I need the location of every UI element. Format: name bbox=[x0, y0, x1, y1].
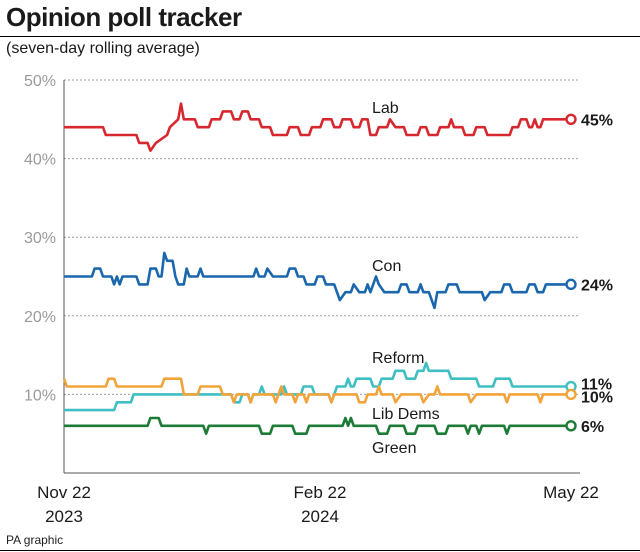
end-marker-con bbox=[565, 278, 577, 291]
series-line-lab bbox=[64, 102, 571, 152]
series-label-green: Green bbox=[372, 440, 416, 457]
bottom-divider bbox=[0, 550, 640, 551]
x-tick-label: Feb 22 bbox=[294, 483, 347, 502]
x-tick-label: May 22 bbox=[543, 483, 599, 502]
series-label-reform: Reform bbox=[372, 350, 424, 367]
end-value-reform: 11% bbox=[581, 377, 612, 394]
end-marker-lab bbox=[565, 113, 577, 126]
y-tick-label: 10% bbox=[24, 387, 56, 404]
y-tick-label: 50% bbox=[24, 73, 56, 90]
end-marker-lib-dems bbox=[565, 388, 577, 401]
series-label-lib-dems: Lib Dems bbox=[372, 406, 440, 423]
end-value-lab: 45% bbox=[581, 112, 613, 129]
x-tick-label: Nov 22 bbox=[37, 483, 91, 502]
y-tick-label: 20% bbox=[24, 309, 56, 326]
series-label-con: Con bbox=[372, 258, 401, 275]
y-tick-label: 40% bbox=[24, 152, 56, 169]
x-tick-label-year: 2023 bbox=[45, 507, 83, 526]
series-label-lab: Lab bbox=[372, 100, 399, 117]
series-line-lib-dems bbox=[62, 377, 571, 404]
y-tick-label: 30% bbox=[24, 230, 56, 247]
top-divider bbox=[0, 36, 640, 37]
chart-title: Opinion poll tracker bbox=[6, 2, 242, 32]
series-line-green bbox=[64, 416, 571, 436]
end-value-green: 6% bbox=[581, 419, 604, 436]
x-tick-label-year: 2024 bbox=[301, 507, 339, 526]
chart-subtitle: (seven-day rolling average) bbox=[6, 40, 200, 57]
end-marker-green bbox=[565, 420, 577, 432]
end-value-lib-dems: 10% bbox=[581, 389, 613, 406]
series-line-con bbox=[64, 251, 571, 310]
source-credit: PA graphic bbox=[6, 533, 64, 547]
end-value-con: 24% bbox=[581, 277, 613, 294]
